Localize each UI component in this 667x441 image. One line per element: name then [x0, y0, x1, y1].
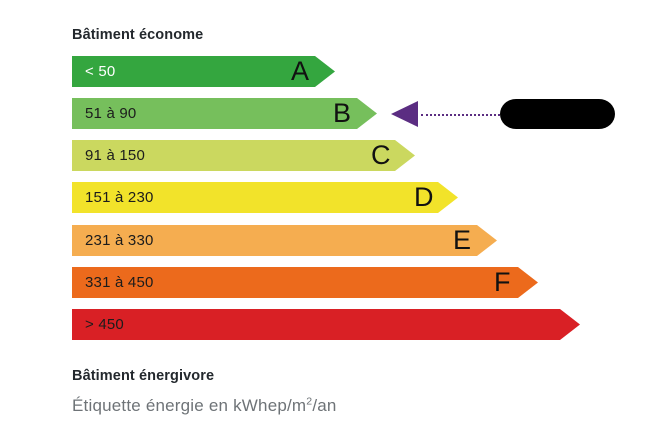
bar-arrow-shape: [72, 98, 377, 129]
bar-range-label: 231 à 330: [85, 232, 154, 249]
bar-arrow-shape: [72, 140, 415, 171]
energy-class-bar: < 50 A: [72, 56, 335, 87]
bar-class-letter: C: [371, 140, 391, 170]
energy-class-bar: 231 à 330 E: [72, 225, 497, 256]
energy-unit-caption-exponent: 2: [306, 395, 313, 408]
bar-arrow-shape: [72, 309, 580, 340]
bar-arrow-shape: [72, 267, 538, 298]
bar-arrow-shape: [72, 225, 497, 256]
energy-class-bar: 151 à 230 D: [72, 182, 458, 213]
energy-unit-caption-prefix: Étiquette énergie en kWhep/m: [72, 396, 307, 415]
bar-class-letter: D: [414, 182, 434, 212]
energy-class-bar: > 450: [72, 309, 580, 340]
bar-range-label: < 50: [85, 63, 116, 80]
energy-class-bar: 331 à 450 F: [72, 267, 538, 298]
bar-range-label: > 450: [85, 316, 124, 333]
bar-range-label: 331 à 450: [85, 274, 154, 291]
energy-class-bar: 91 à 150 C: [72, 140, 415, 171]
bar-arrow-shape: [72, 182, 458, 213]
bar-range-label: 51 à 90: [85, 105, 137, 122]
bar-class-letter: A: [291, 56, 310, 86]
energy-unit-caption: Étiquette énergie en kWhep/m2/an: [72, 396, 337, 416]
bar-arrow-shape: [72, 56, 335, 87]
energy-class-bar: 51 à 90 B: [72, 98, 377, 129]
bar-class-letter: E: [453, 225, 472, 255]
bar-class-letter: B: [333, 98, 352, 128]
bar-range-label: 151 à 230: [85, 189, 154, 206]
energy-unit-caption-suffix: /an: [312, 396, 337, 415]
bar-range-label: 91 à 150: [85, 147, 145, 164]
top-caption-economical-building: Bâtiment économe: [72, 27, 204, 43]
bottom-caption-energy-intensive-building: Bâtiment énergivore: [72, 368, 215, 384]
bar-class-letter: F: [494, 267, 511, 297]
